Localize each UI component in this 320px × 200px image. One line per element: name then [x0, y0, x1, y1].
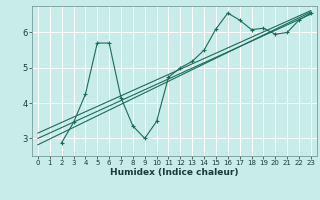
- X-axis label: Humidex (Indice chaleur): Humidex (Indice chaleur): [110, 168, 239, 177]
